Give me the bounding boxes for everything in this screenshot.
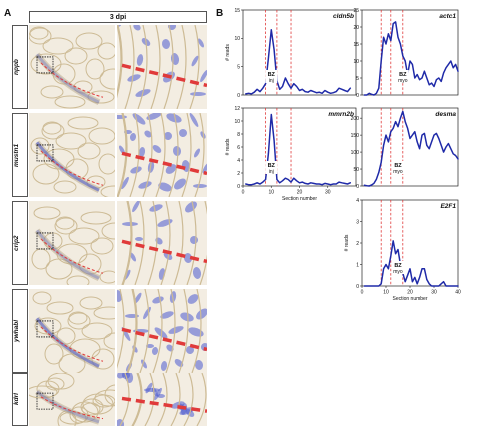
y-tick-label: 12 [234, 106, 240, 112]
x-tick-label: 30 [325, 190, 331, 196]
y-tick-label: 0 [237, 93, 240, 99]
y-tick-label: 200 [351, 116, 360, 122]
series-line [245, 113, 352, 186]
line-chart-mmrn2b: 0 2 4 6 8 10 12 0 10 20 30 Section number # reads mmr… [223, 106, 358, 204]
x-tick-label: 0 [361, 290, 364, 296]
annotation-background [396, 70, 409, 83]
chart-frame [361, 9, 459, 96]
y-tick-label: 100 [351, 150, 360, 156]
chart-gene-title: desma [435, 111, 456, 118]
x-tick-label: 40 [455, 290, 461, 296]
y-tick-label: 5 [237, 64, 240, 70]
y-tick-label: 25 [353, 8, 359, 14]
chart-frame [242, 107, 357, 187]
y-tick-label: 0 [237, 184, 240, 190]
border-zone-label: BZ [268, 163, 276, 169]
y-tick-label: 15 [234, 8, 240, 14]
y-tick-label: 1 [356, 262, 359, 268]
x-tick-label: 10 [383, 290, 389, 296]
border-zone-sublabel: inj [269, 78, 274, 84]
annotation-background [265, 70, 278, 83]
series-line [363, 110, 459, 187]
ish-zoom-image [115, 367, 208, 429]
ish-zoom-image [111, 22, 208, 110]
line-chart-desma: 0 50 100 150 200 desma BZ myo [342, 107, 460, 204]
annotation-background [392, 261, 404, 274]
x-axis-label: Section number [392, 296, 427, 302]
gene-row-label: ywhabl [12, 289, 28, 373]
border-zone-label: BZ [268, 72, 276, 78]
y-tick-label: 4 [237, 158, 240, 164]
border-zone-sublabel: inj [269, 169, 274, 175]
y-tick-label: 2 [237, 171, 240, 177]
y-tick-label: 4 [356, 198, 359, 204]
gene-row-label: kdrl [12, 373, 28, 426]
series-line [245, 29, 352, 95]
border-zone-label: BZ [399, 72, 407, 78]
gene-row-label: crip2 [12, 201, 28, 285]
chart-gene-title: cldn5b [333, 13, 354, 20]
gene-row-label: mustn1 [12, 113, 28, 197]
series-line [363, 240, 459, 287]
border-zone-sublabel: myo [398, 78, 408, 84]
y-tick-label: 10 [234, 119, 240, 125]
x-tick-label: 30 [431, 290, 437, 296]
ish-zoom-image [113, 288, 209, 374]
y-tick-label: 0 [356, 93, 359, 99]
y-tick-label: 20 [353, 25, 359, 31]
y-tick-label: 10 [353, 59, 359, 65]
border-zone-label: BZ [394, 263, 402, 269]
y-tick-label: 3 [356, 219, 359, 225]
ish-zoom-image [117, 199, 210, 286]
y-tick-label: 15 [353, 42, 359, 48]
x-tick-label: 10 [268, 190, 274, 196]
chart-gene-title: mmrn2b [328, 111, 354, 118]
chart-frame [361, 107, 459, 187]
chart-gene-title: actc1 [439, 13, 456, 20]
annotation-background [265, 161, 278, 174]
chart-frame [242, 9, 357, 96]
series-line [363, 21, 459, 96]
y-tick-label: 0 [356, 184, 359, 190]
chart-frame [361, 199, 459, 287]
ish-overview-image [29, 113, 128, 199]
y-tick-label: 10 [234, 36, 240, 42]
y-tick-label: 0 [356, 284, 359, 290]
line-chart-cldn5b: 0 5 10 15 # reads cldn5b BZ inj [223, 8, 358, 113]
y-tick-label: 6 [237, 145, 240, 151]
ish-overview-image [29, 201, 129, 289]
gene-row-label: nppb [12, 25, 28, 109]
y-tick-label: 2 [356, 241, 359, 247]
ish-overview-image [28, 25, 127, 109]
x-tick-label: 20 [297, 190, 303, 196]
y-tick-label: 8 [237, 132, 240, 138]
line-chart-E2F1: 0 1 2 3 4 0 10 20 30 40 Section number # reads E2F1 B… [342, 198, 461, 304]
ish-header-3dpi: 3 dpi [29, 11, 207, 23]
x-axis-label: Section number [282, 196, 317, 202]
y-axis-label: # reads [225, 44, 231, 61]
x-tick-label: 0 [242, 190, 245, 196]
ish-zoom-image [111, 112, 210, 198]
x-tick-label: 20 [407, 290, 413, 296]
y-tick-label: 50 [353, 167, 359, 173]
annotation-background [392, 161, 404, 174]
ish-overview-image [29, 289, 127, 375]
panel-a-letter: A [4, 8, 12, 19]
border-zone-label: BZ [394, 163, 402, 169]
y-tick-label: 5 [356, 76, 359, 82]
line-chart-actc1: 0 5 10 15 20 25 actc1 BZ myo [342, 8, 460, 113]
y-tick-label: 150 [351, 133, 360, 139]
ish-overview-image [26, 372, 128, 431]
y-axis-label: # reads [225, 138, 231, 155]
panel-b-letter: B [216, 8, 224, 19]
y-axis-label: # reads [344, 234, 350, 251]
border-zone-sublabel: myo [393, 169, 403, 175]
border-zone-sublabel: myo [393, 269, 403, 275]
chart-gene-title: E2F1 [440, 203, 456, 210]
